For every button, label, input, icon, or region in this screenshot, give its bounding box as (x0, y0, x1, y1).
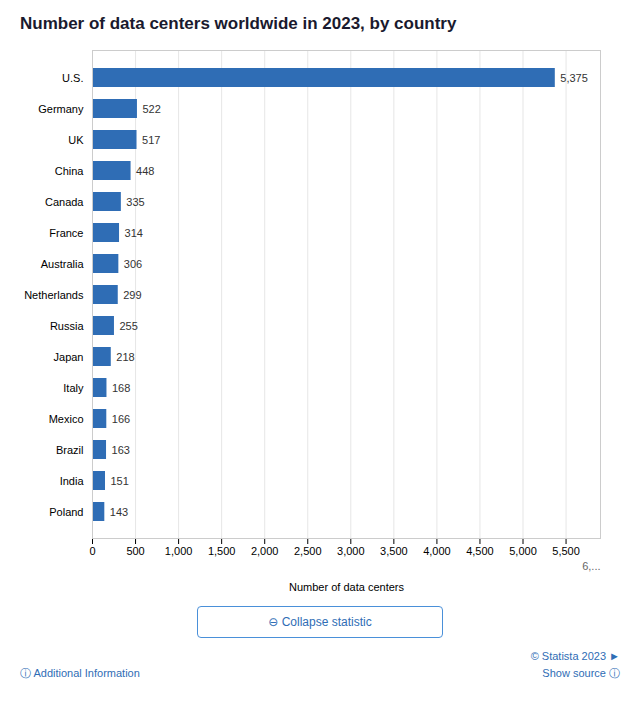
svg-text:3,000: 3,000 (337, 545, 365, 557)
svg-text:Poland: Poland (49, 506, 83, 518)
svg-text:335: 335 (126, 196, 144, 208)
svg-text:Australia: Australia (41, 258, 85, 270)
svg-text:6,...: 6,... (582, 560, 600, 572)
svg-text:U.S.: U.S. (62, 72, 83, 84)
svg-text:143: 143 (110, 506, 128, 518)
svg-text:France: France (49, 227, 83, 239)
svg-text:166: 166 (112, 413, 130, 425)
svg-text:4,000: 4,000 (423, 545, 451, 557)
svg-text:5,000: 5,000 (509, 545, 537, 557)
svg-text:1,000: 1,000 (165, 545, 193, 557)
svg-text:500: 500 (126, 545, 144, 557)
svg-text:168: 168 (112, 382, 130, 394)
svg-text:India: India (60, 475, 85, 487)
svg-text:2,500: 2,500 (294, 545, 322, 557)
svg-text:Japan: Japan (54, 351, 84, 363)
svg-text:299: 299 (123, 289, 141, 301)
svg-text:China: China (55, 165, 85, 177)
html-text:ⓘ Additional Information: ⓘ Additional Information (20, 667, 140, 679)
svg-text:218: 218 (116, 351, 134, 363)
svg-text:0: 0 (89, 545, 95, 557)
svg-text:Russia: Russia (50, 320, 85, 332)
svg-text:255: 255 (119, 320, 137, 332)
svg-text:151: 151 (111, 475, 129, 487)
html-text:© Statista 2023 ►: © Statista 2023 ► (530, 650, 620, 662)
svg-text:Italy: Italy (63, 382, 84, 394)
svg-text:448: 448 (136, 165, 154, 177)
svg-text:3,500: 3,500 (380, 545, 408, 557)
html-text:Show source ⓘ: Show source ⓘ (542, 666, 620, 679)
svg-text:5,500: 5,500 (552, 545, 580, 557)
svg-text:4,500: 4,500 (466, 545, 494, 557)
svg-text:Brazil: Brazil (56, 444, 84, 456)
html-text:⊖ Collapse statistic: ⊖ Collapse statistic (268, 615, 372, 629)
svg-text:Germany: Germany (38, 103, 84, 115)
svg-text:Netherlands: Netherlands (24, 289, 84, 301)
svg-text:163: 163 (112, 444, 130, 456)
svg-text:517: 517 (142, 134, 160, 146)
svg-text:314: 314 (125, 227, 143, 239)
svg-text:Number of data centers: Number of data centers (289, 581, 404, 593)
svg-text:UK: UK (68, 134, 84, 146)
svg-text:2,000: 2,000 (251, 545, 279, 557)
svg-text:5,375: 5,375 (560, 72, 588, 84)
svg-text:1,500: 1,500 (208, 545, 236, 557)
html-text:Number of data centers worldwi: Number of data centers worldwide in 2023… (20, 14, 457, 33)
svg-text:Mexico: Mexico (49, 413, 84, 425)
svg-text:Canada: Canada (45, 196, 84, 208)
svg-text:522: 522 (142, 103, 160, 115)
svg-text:306: 306 (124, 258, 142, 270)
